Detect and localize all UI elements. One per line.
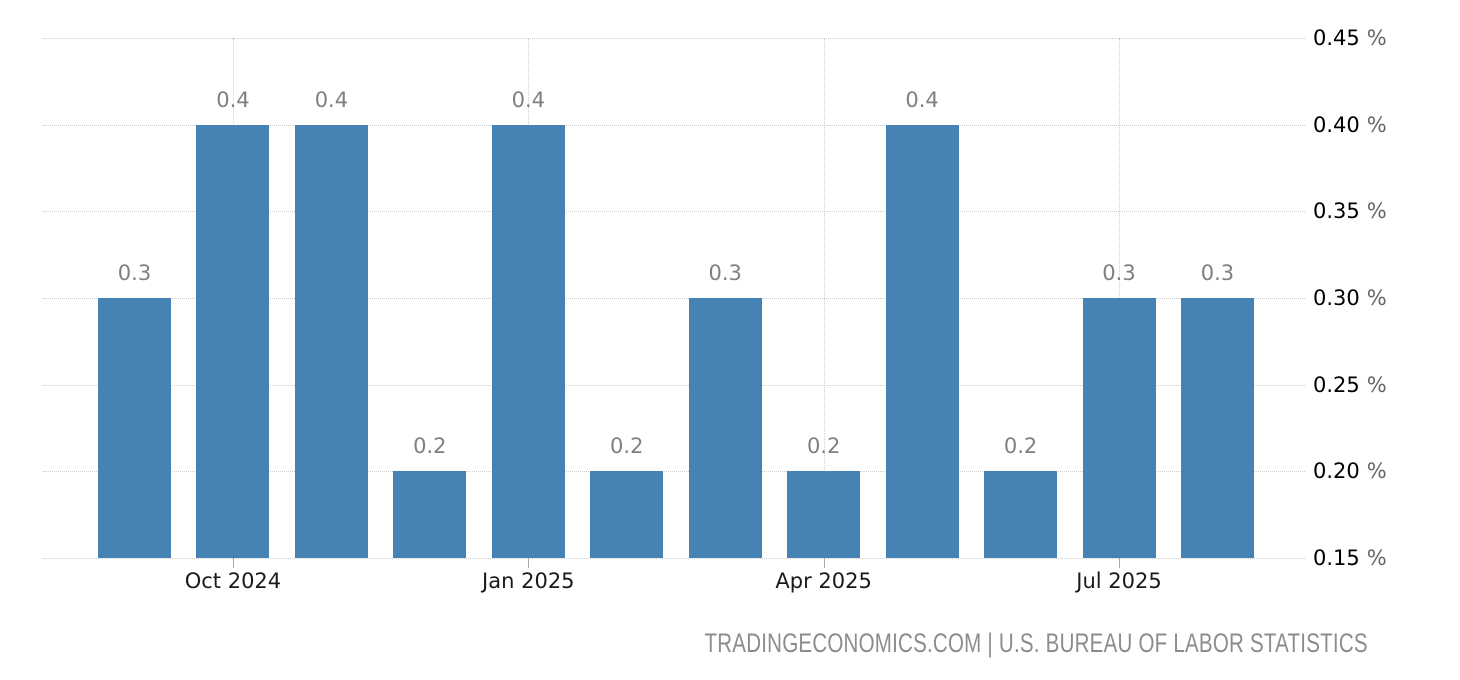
y-axis-value: 0.45: [1313, 26, 1360, 50]
y-axis-unit: %: [1366, 459, 1387, 484]
horizontal-gridline: [43, 384, 1305, 386]
horizontal-gridline: [43, 38, 1305, 39]
bar-value-label: 0.3: [117, 261, 152, 285]
x-axis-label: Jan 2025: [482, 569, 575, 593]
data-bar[interactable]: [491, 124, 565, 558]
data-bar[interactable]: [984, 471, 1058, 558]
y-axis-value: 0.25: [1313, 372, 1360, 397]
horizontal-gridline: [43, 124, 1305, 126]
data-bar[interactable]: [196, 124, 270, 558]
data-bar[interactable]: [294, 124, 368, 558]
y-axis-label: 0.40%: [1313, 113, 1387, 137]
bar-value-label: 0.3: [1102, 261, 1136, 285]
x-axis-label: Jul 2025: [1076, 569, 1162, 593]
horizontal-gridline: [43, 471, 1305, 473]
data-bar[interactable]: [98, 298, 171, 558]
horizontal-gridline: [43, 558, 1305, 559]
y-axis-value: 0.15: [1313, 546, 1360, 570]
y-axis-unit: %: [1366, 546, 1387, 570]
bar-value-label: 0.3: [708, 261, 742, 285]
x-axis-tick: [823, 558, 825, 568]
data-bar[interactable]: [393, 471, 467, 558]
vertical-gridline: [823, 38, 825, 558]
y-axis-value: 0.40: [1313, 112, 1360, 137]
bar-value-label: 0.4: [905, 87, 939, 112]
horizontal-gridline: [43, 298, 1305, 299]
y-axis-value: 0.35: [1313, 199, 1360, 224]
y-axis-unit: %: [1366, 372, 1387, 397]
data-bar[interactable]: [1082, 298, 1156, 558]
data-bar[interactable]: [590, 471, 664, 558]
bar-value-label: 0.3: [1200, 261, 1235, 285]
bar-value-label: 0.2: [1003, 434, 1038, 459]
y-axis-value: 0.20: [1313, 459, 1360, 484]
y-axis-unit: %: [1366, 112, 1387, 137]
y-axis-unit: %: [1366, 26, 1387, 50]
x-axis-tick: [528, 558, 530, 568]
y-axis-unit: %: [1366, 286, 1387, 310]
attribution-text: TRADINGECONOMICS.COM | U.S. BUREAU OF LA…: [704, 628, 1368, 658]
x-axis-label: Oct 2024: [184, 569, 282, 593]
data-bar[interactable]: [885, 124, 959, 558]
y-axis-label: 0.15%: [1313, 546, 1387, 570]
bar-value-label: 0.4: [216, 87, 250, 112]
x-axis-tick: [1119, 558, 1120, 568]
data-bar[interactable]: [787, 471, 861, 558]
x-axis-tick: [232, 558, 234, 568]
bar-value-label: 0.2: [806, 434, 841, 459]
horizontal-gridline: [43, 211, 1305, 213]
bar-value-label: 0.4: [314, 87, 349, 112]
y-axis-label: 0.30%: [1313, 286, 1387, 310]
x-axis-label: Apr 2025: [775, 569, 872, 593]
y-axis-label: 0.25%: [1313, 373, 1387, 397]
bar-value-label: 0.2: [413, 434, 447, 459]
data-bar[interactable]: [1180, 298, 1254, 558]
bar-value-label: 0.2: [610, 434, 644, 459]
y-axis-value: 0.30: [1313, 286, 1360, 310]
y-axis-unit: %: [1366, 199, 1387, 224]
y-axis-label: 0.20%: [1313, 459, 1387, 483]
bar-value-label: 0.4: [511, 87, 545, 112]
y-axis-label: 0.35%: [1313, 199, 1387, 223]
data-bar[interactable]: [688, 298, 762, 558]
y-axis-label: 0.45%: [1313, 26, 1387, 50]
